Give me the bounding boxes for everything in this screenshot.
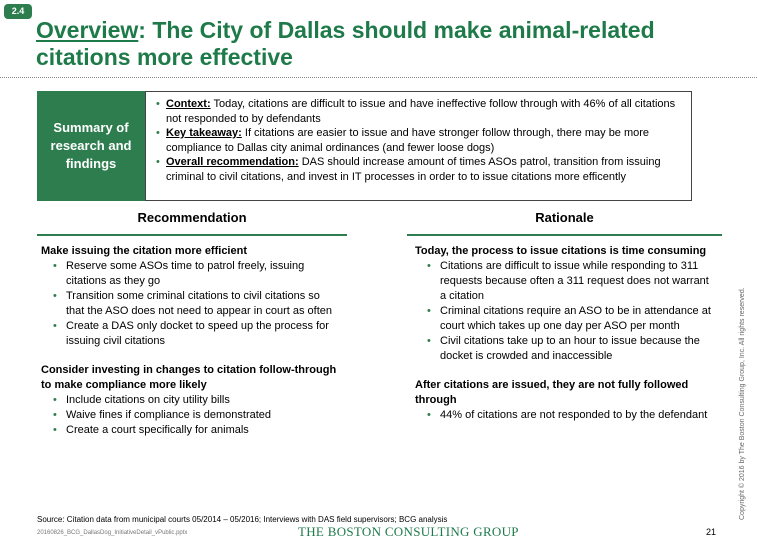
recommendation-rule	[37, 234, 347, 236]
section-heading: Make issuing the citation more efficient	[41, 245, 247, 257]
list-item: 44% of citations are not responded to by…	[415, 408, 715, 423]
summary-key: Key takeaway:	[166, 127, 242, 139]
bcg-logo: THE BOSTON CONSULTING GROUP	[298, 524, 519, 539]
copyright-notice: Copyright © 2016 by The Boston Consultin…	[739, 287, 746, 520]
summary-box: Context: Today, citations are difficult …	[145, 91, 692, 201]
summary-item-recommendation: Overall recommendation: DAS should incre…	[156, 155, 683, 184]
list-item: Create a court specifically for animals	[41, 423, 341, 438]
summary-item-takeaway: Key takeaway: If citations are easier to…	[156, 126, 683, 155]
list-item: Civil citations take up to an hour to is…	[415, 334, 715, 364]
section-heading: Today, the process to issue citations is…	[415, 245, 707, 257]
summary-key: Context:	[166, 98, 211, 110]
list-item: Transition some criminal citations to ci…	[41, 289, 341, 319]
list-item: Criminal citations require an ASO to be …	[415, 304, 715, 334]
rationale-rule	[407, 234, 722, 236]
title-prefix: Overview	[36, 17, 139, 43]
list-item: Waive fines if compliance is demonstrate…	[41, 408, 341, 423]
summary-key: Overall recommendation:	[166, 156, 299, 168]
summary-item-context: Context: Today, citations are difficult …	[156, 97, 683, 126]
section-heading: Consider investing in changes to citatio…	[41, 364, 337, 391]
section-badge: 2.4	[4, 4, 32, 19]
file-name: 20160826_BCG_DallasDog_InitiativeDetail_…	[37, 530, 188, 536]
source-note: Source: Citation data from municipal cou…	[37, 515, 448, 524]
recommendation-header: Recommendation	[137, 210, 247, 225]
summary-text: If citations are easier to issue and hav…	[166, 127, 650, 154]
summary-text: DAS should increase amount of times ASOs…	[166, 156, 661, 183]
title-divider	[0, 77, 757, 78]
rationale-header: Rationale	[535, 210, 594, 225]
summary-label: Summary of research and findings	[37, 91, 145, 201]
list-item: Reserve some ASOs time to patrol freely,…	[41, 259, 341, 289]
page-title: Overview: The City of Dallas should make…	[36, 17, 726, 71]
title-rest: : The City of Dallas should make animal-…	[36, 17, 655, 70]
page-number: 21	[706, 527, 717, 537]
section-heading: After citations are issued, they are not…	[415, 379, 689, 406]
rationale-column: Today, the process to issue citations is…	[415, 244, 715, 437]
list-item: Include citations on city utility bills	[41, 393, 341, 408]
recommendation-column: Make issuing the citation more efficient…	[41, 244, 341, 452]
summary-text: Today, citations are difficult to issue …	[166, 98, 676, 125]
list-item: Create a DAS only docket to speed up the…	[41, 319, 341, 349]
list-item: Citations are difficult to issue while r…	[415, 259, 715, 304]
